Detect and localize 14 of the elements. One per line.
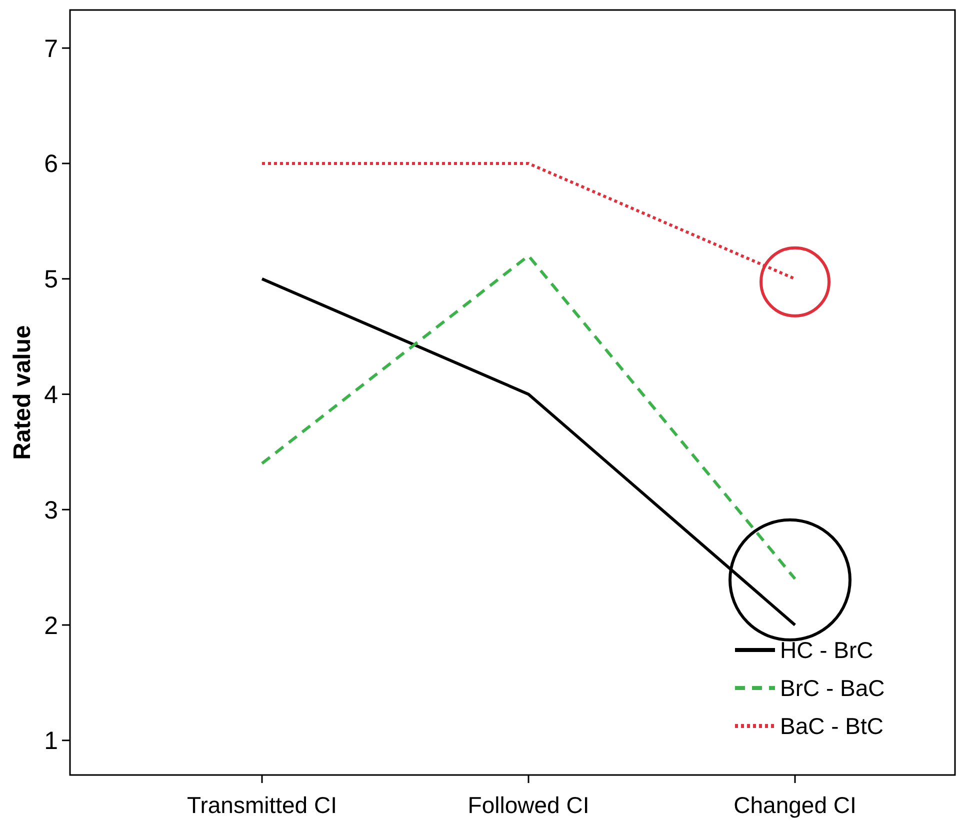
- y-tick-label: 2: [44, 612, 58, 640]
- legend-label: HC - BrC: [780, 637, 874, 664]
- legend-label: BrC - BaC: [780, 675, 885, 702]
- y-tick-label: 4: [44, 380, 58, 409]
- y-axis-title: Rated value: [9, 325, 36, 460]
- x-tick-label: Changed CI: [734, 792, 856, 818]
- legend-label: BaC - BtC: [780, 713, 884, 740]
- x-tick-label: Transmitted CI: [187, 792, 337, 818]
- y-tick-label: 7: [44, 34, 58, 63]
- y-tick-label: 1: [44, 727, 58, 756]
- y-tick-label: 5: [44, 266, 58, 294]
- x-tick-label: Followed CI: [468, 792, 590, 818]
- y-tick-label: 6: [44, 150, 58, 178]
- y-tick-label: 3: [44, 496, 58, 524]
